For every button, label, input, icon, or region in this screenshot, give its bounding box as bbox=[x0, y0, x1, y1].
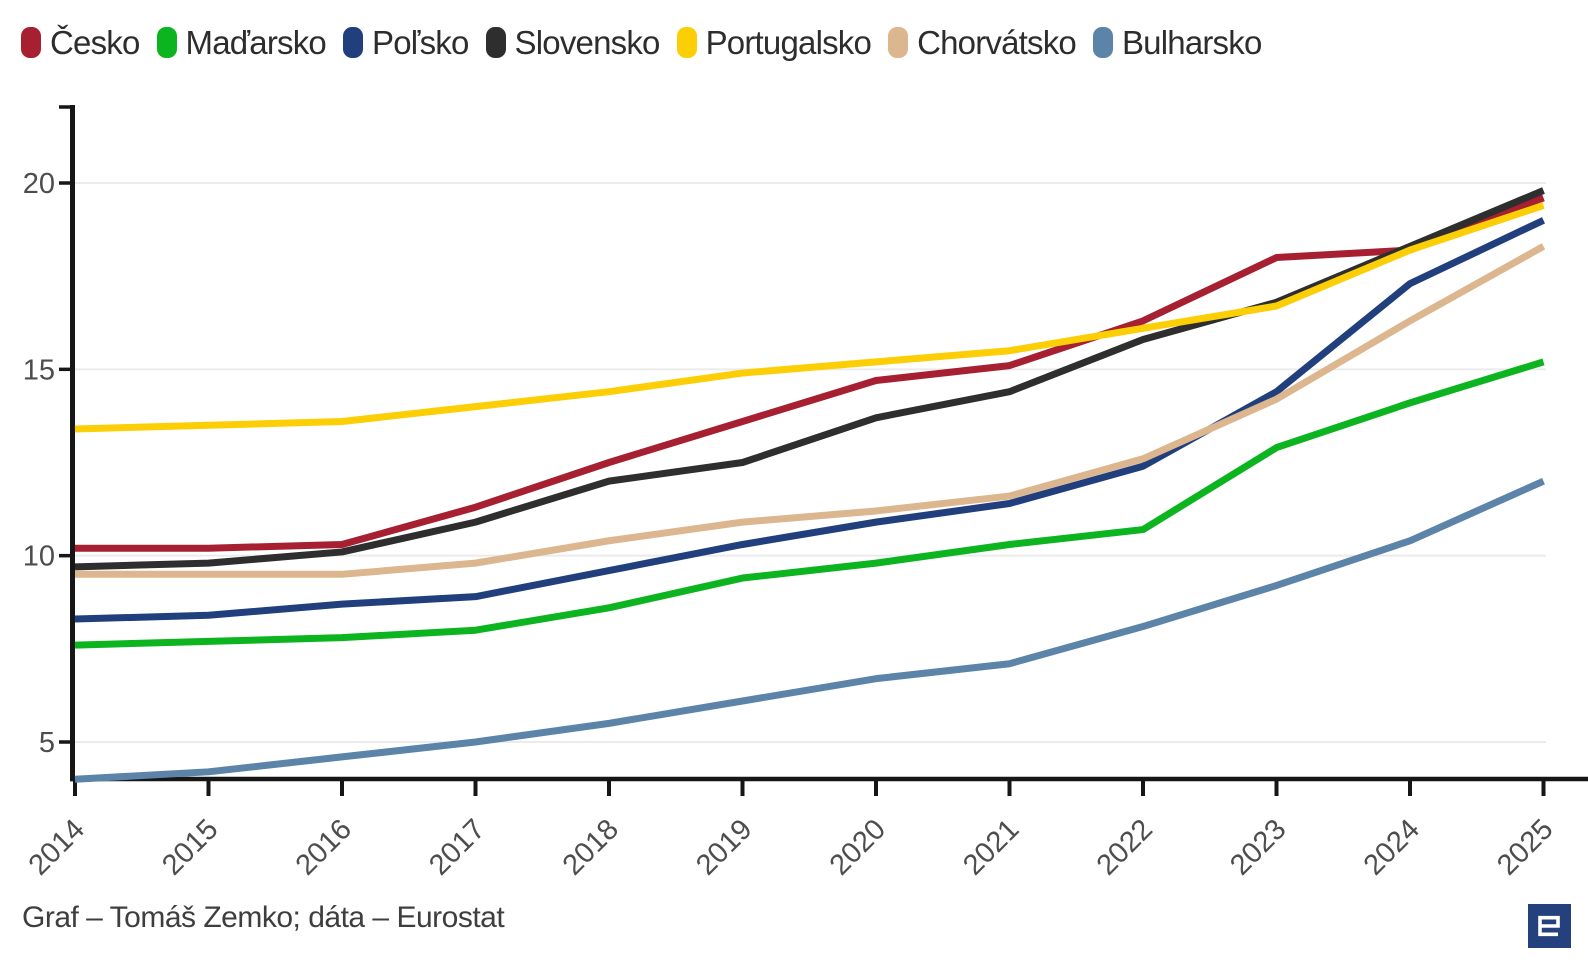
legend-item-bulharsko[interactable]: Bulharsko bbox=[1092, 24, 1262, 61]
series-line-bulharsko bbox=[74, 477, 1545, 783]
x-axis-label: 2022 bbox=[1091, 813, 1159, 881]
y-axis-label: 5 bbox=[39, 727, 55, 759]
legend-label: Bulharsko bbox=[1121, 24, 1262, 61]
x-axis-label: 2016 bbox=[290, 813, 358, 881]
x-axis-label: 2018 bbox=[557, 813, 625, 881]
x-axis-label: 2024 bbox=[1358, 813, 1426, 881]
legend-label: Maďarsko bbox=[185, 24, 327, 61]
series-line-portugalsko bbox=[74, 202, 1545, 433]
x-axis-label: 2021 bbox=[957, 813, 1025, 881]
legend-item-slovensko[interactable]: Slovensko bbox=[485, 24, 661, 61]
legend-label: Portugalsko bbox=[705, 24, 872, 61]
legend-label: Slovensko bbox=[514, 24, 661, 61]
x-axis-label: 2020 bbox=[824, 813, 892, 881]
legend-item-madarsko[interactable]: Maďarsko bbox=[156, 24, 327, 61]
x-axis-label: 2017 bbox=[423, 813, 491, 881]
legend-swatch-icon bbox=[1092, 27, 1113, 58]
legend-item-chorvatsko[interactable]: Chorvátsko bbox=[888, 24, 1077, 61]
y-axis-label: 10 bbox=[23, 541, 55, 573]
legend-swatch-icon bbox=[485, 27, 506, 58]
x-axis-label: 2019 bbox=[690, 813, 758, 881]
legend-swatch-icon bbox=[342, 27, 363, 58]
x-axis-label: 2025 bbox=[1491, 813, 1559, 881]
y-axis-label: 15 bbox=[23, 354, 55, 386]
legend-label: Poľsko bbox=[371, 24, 469, 61]
x-axis-label: 2015 bbox=[156, 813, 224, 881]
legend-swatch-icon bbox=[888, 27, 909, 58]
legend-label: Česko bbox=[50, 24, 140, 61]
series-line-madarsko bbox=[74, 358, 1545, 649]
legend-label: Chorvátsko bbox=[917, 24, 1077, 61]
legend-swatch-icon bbox=[156, 27, 177, 58]
series-line-chorvatsko bbox=[75, 243, 1546, 578]
legend-item-polsko[interactable]: Poľsko bbox=[342, 24, 469, 61]
legend-swatch-icon bbox=[21, 27, 41, 58]
x-axis-label: 2014 bbox=[23, 813, 91, 881]
footer-credit: Graf – Tomáš Zemko; dáta – Eurostat bbox=[22, 901, 505, 934]
publisher-e-logo-icon bbox=[1528, 904, 1571, 948]
y-axis-label: 20 bbox=[23, 168, 55, 200]
x-axis-label: 2023 bbox=[1224, 813, 1292, 881]
legend: Česko Maďarsko Poľsko Slovensko Portugalsko C… bbox=[21, 26, 1578, 59]
legend-swatch-icon bbox=[676, 27, 697, 58]
legend-item-cesko[interactable]: Česko bbox=[21, 26, 140, 59]
series-line-cesko bbox=[75, 194, 1545, 552]
series-line-slovensko bbox=[74, 187, 1545, 571]
legend-item-portugalsko[interactable]: Portugalsko bbox=[676, 24, 872, 61]
series-line-polsko bbox=[74, 217, 1546, 623]
logo-e-glyph bbox=[1538, 915, 1560, 937]
